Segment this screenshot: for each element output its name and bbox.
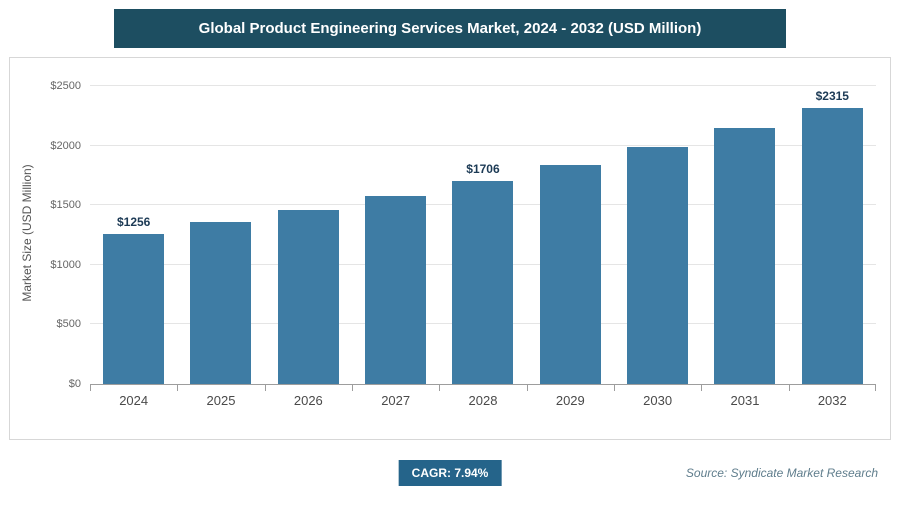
bar-2027 — [365, 195, 427, 384]
y-tick-label: $0 — [68, 378, 81, 390]
gridline — [90, 85, 876, 86]
x-tick-label: 2029 — [526, 385, 614, 408]
bar-2025 — [190, 222, 252, 384]
bar-slot — [527, 86, 614, 384]
bar-2028 — [452, 180, 514, 384]
bar-slot — [614, 86, 701, 384]
bar-slot: $1706 — [439, 86, 526, 384]
bar-2029 — [539, 164, 601, 384]
bar-2030 — [627, 147, 689, 384]
y-axis-title: Market Size (USD Million) — [20, 164, 34, 302]
bar-slot: $1256 — [90, 86, 177, 384]
x-tick-label: 2025 — [177, 385, 264, 408]
header-banner: Global Product Engineering Services Mark… — [114, 9, 786, 48]
bar-value-label: $1706 — [466, 161, 500, 176]
y-tick-label: $2000 — [50, 139, 81, 152]
page-title: Global Product Engineering Services Mark… — [198, 20, 702, 37]
bar-2026 — [277, 209, 339, 384]
source-text: Source: Syndicate Market Research — [685, 466, 878, 480]
y-tick-label: $1000 — [50, 258, 81, 271]
x-tick-label: 2031 — [701, 385, 788, 408]
footer: CAGR: 7.94% Source: Syndicate Market Res… — [0, 450, 900, 496]
bar-2032 — [801, 108, 863, 384]
x-axis-labels: 2024 2025 2026 2027 2028 2029 2030 2031 2032 — [90, 385, 877, 408]
bar-slot — [177, 86, 264, 384]
bar-2024 — [103, 234, 165, 384]
x-tick-label: 2027 — [351, 385, 439, 408]
bar-slot: $2315 — [789, 86, 876, 384]
x-tick-label: 2024 — [90, 385, 177, 408]
bar-slot — [352, 86, 439, 384]
cagr-badge: CAGR: 7.94% — [398, 460, 502, 486]
chart-area: Market Size (USD Million) $0 $500 $1000 $15… — [9, 57, 891, 440]
plot-wrap: $0 $500 $1000 $1500 $2000 $2500 $1256 $1706 $231… — [50, 80, 877, 408]
bar-2031 — [714, 128, 776, 384]
x-tick-label: 2032 — [788, 385, 877, 408]
bar-value-label: $1256 — [116, 215, 151, 230]
bars-layer: $1256 $1706 $2315 — [90, 86, 876, 384]
y-tick-label: $2500 — [50, 80, 81, 92]
x-tick-label: 2026 — [264, 385, 352, 408]
y-tick-label: $500 — [56, 318, 81, 331]
gridline — [90, 144, 876, 146]
bar-slot — [701, 86, 788, 384]
x-tick-label: 2028 — [439, 385, 526, 408]
plot-area: $0 $500 $1000 $1500 $2000 $2500 $1256 $1706 $231… — [50, 80, 876, 390]
bar-value-label: $2315 — [815, 89, 849, 104]
y-tick-label: $1500 — [50, 199, 81, 212]
x-tick-label: 2030 — [613, 385, 701, 408]
bar-slot — [265, 86, 352, 384]
